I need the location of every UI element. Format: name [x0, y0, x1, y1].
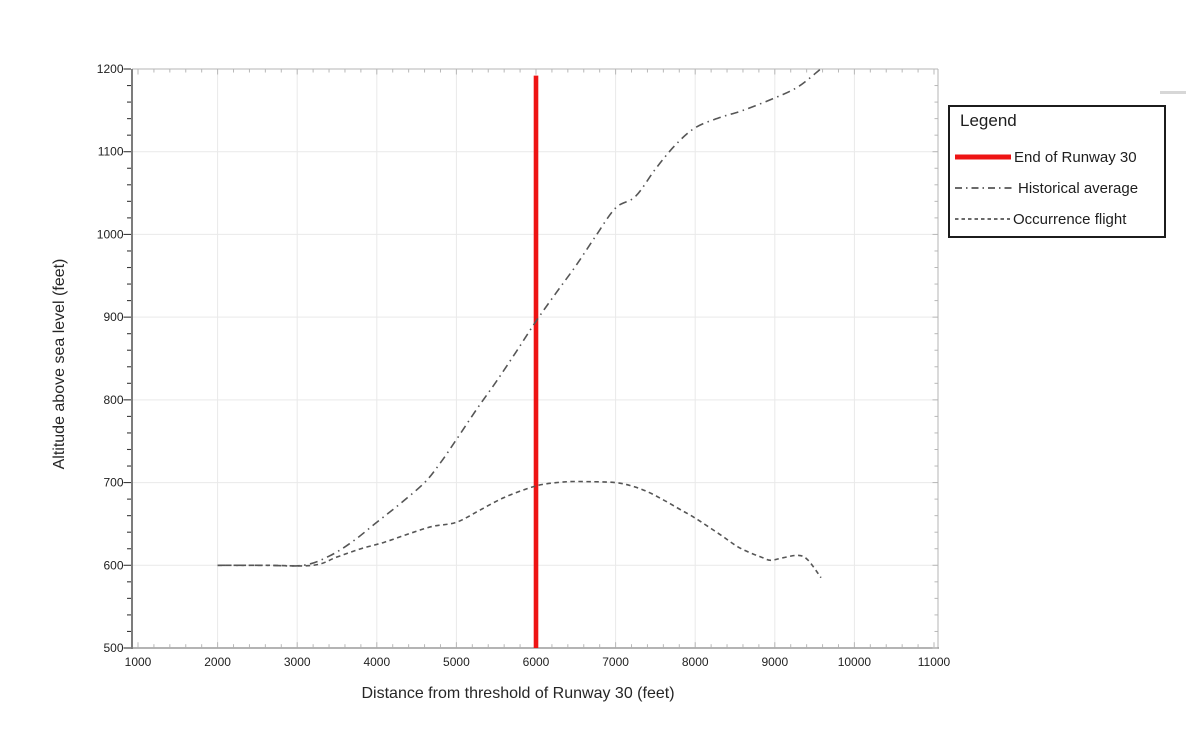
dashed-line-swatch: [955, 218, 1010, 220]
legend-entry-label: Occurrence flight: [1013, 210, 1127, 228]
x-tick-label: 9000: [761, 655, 788, 669]
x-tick-label: 1000: [125, 655, 152, 669]
legend-entry-label: Historical average: [1018, 179, 1139, 197]
stray-mark: [1160, 91, 1186, 94]
x-tick-label: 4000: [363, 655, 390, 669]
x-tick-label: 5000: [443, 655, 470, 669]
x-tick-label: 2000: [204, 655, 231, 669]
x-tick-label: 8000: [682, 655, 709, 669]
series-historical-average: [217, 68, 822, 567]
y-tick-label: 1200: [97, 62, 124, 76]
legend-entry-historical-average: Historical average: [954, 178, 1138, 198]
x-tick-label: 10000: [838, 655, 872, 669]
x-tick-label: 7000: [602, 655, 629, 669]
y-tick-label: 800: [103, 393, 123, 407]
y-tick-label: 700: [103, 476, 123, 490]
legend-title: Legend: [960, 111, 1017, 130]
y-tick-label: 600: [103, 558, 123, 572]
x-axis-title: Distance from threshold of Runway 30 (fe…: [361, 685, 675, 702]
y-tick-label: 500: [103, 641, 123, 655]
x-tick-label: 6000: [523, 655, 550, 669]
y-axis-title: Altitude above sea level (feet): [51, 258, 68, 470]
x-tick-label: 11000: [918, 655, 951, 669]
y-tick-label: 1100: [98, 145, 124, 159]
x-tick-label: 3000: [284, 655, 311, 669]
series-occurrence-flight: [217, 480, 822, 579]
y-tick-label: 900: [103, 310, 123, 324]
legend-box: Legend End of Runway 30 Historical avera…: [948, 105, 1166, 238]
legend-entry-occurrence-flight: Occurrence flight: [954, 209, 1126, 229]
legend-entry-label: End of Runway 30: [1014, 148, 1137, 166]
legend-entry-end-of-runway: End of Runway 30: [954, 147, 1137, 167]
red-solid-line-swatch: [955, 154, 1011, 160]
dashdot-line-swatch: [955, 187, 1015, 189]
y-tick-label: 1000: [97, 227, 124, 241]
